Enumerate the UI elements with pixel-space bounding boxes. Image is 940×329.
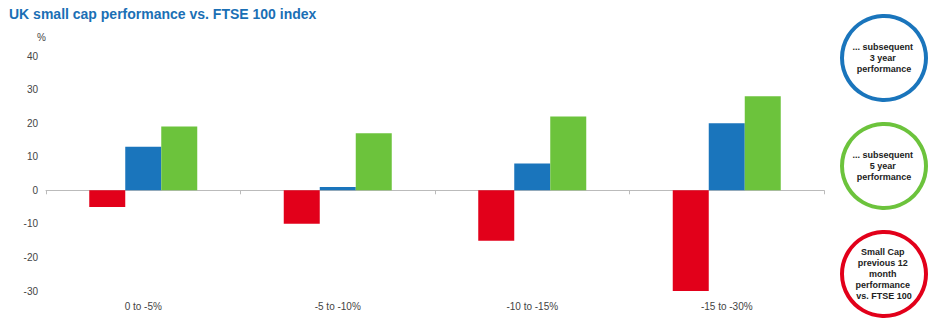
svg-text:5 year: 5 year (870, 161, 899, 171)
svg-text:-30: -30 (24, 286, 39, 297)
svg-text:UK small cap performance vs. F: UK small cap performance vs. FTSE 100 in… (9, 6, 317, 22)
svg-text:-10: -10 (24, 218, 39, 229)
svg-text:40: 40 (27, 51, 39, 62)
svg-text:... subsequent: ... subsequent (852, 42, 915, 52)
svg-text:-10 to -15%: -10 to -15% (506, 301, 558, 312)
svg-text:20: 20 (27, 118, 39, 129)
svg-text:%: % (37, 32, 46, 43)
svg-text:-15 to -30%: -15 to -30% (701, 301, 753, 312)
svg-text:performance: performance (857, 172, 912, 182)
svg-text:... subsequent: ... subsequent (852, 150, 915, 160)
svg-text:performance: performance (857, 64, 912, 74)
svg-text:0 to -5%: 0 to -5% (125, 301, 162, 312)
svg-text:3 year: 3 year (870, 53, 899, 63)
svg-text:30: 30 (27, 84, 39, 95)
svg-text:month: month (869, 269, 899, 279)
svg-text:Small Cap: Small Cap (861, 247, 907, 257)
svg-text:0: 0 (32, 185, 38, 196)
svg-text:vs. FTSE 100: vs. FTSE 100 (856, 291, 912, 301)
svg-text:10: 10 (27, 151, 39, 162)
svg-text:performance: performance (855, 280, 912, 290)
svg-text:previous 12: previous 12 (858, 258, 911, 268)
svg-text:-20: -20 (24, 252, 39, 263)
svg-text:-5 to -10%: -5 to -10% (315, 301, 361, 312)
